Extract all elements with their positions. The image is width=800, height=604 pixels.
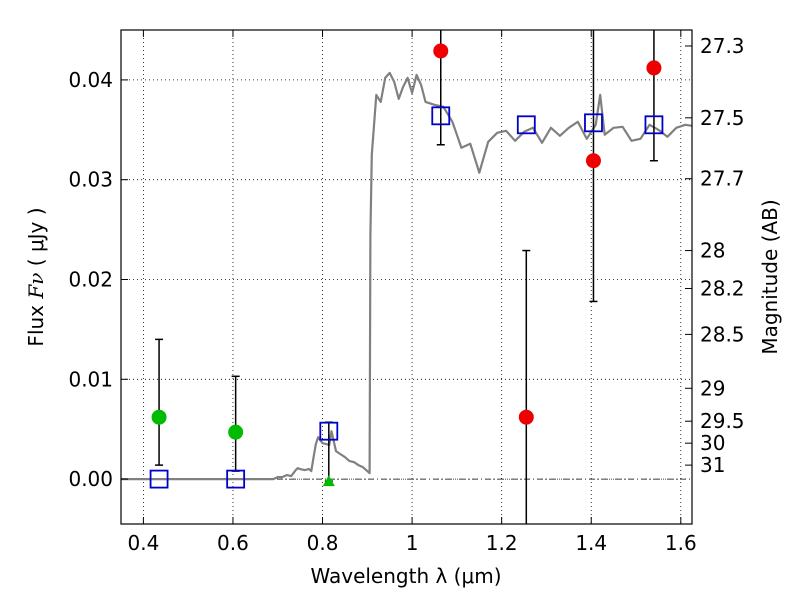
magnitude-tick-label: 31 [700,453,725,477]
x-tick-label: 1.4 [575,531,607,555]
magnitude-tick-label: 27.3 [700,34,745,58]
model-flux-marker [149,469,169,489]
x-tick-label: 0.8 [307,531,339,555]
magnitude-tick-label: 30 [700,431,725,455]
y-tick-label: 0.01 [68,367,113,391]
x-axis: 0.4 0.6 0.8 1 1.2 1.4 1.6 [127,30,697,555]
data-point [433,43,449,59]
data-point [646,60,662,76]
data-point [228,424,244,440]
y-axis: 0.00 0.01 0.02 0.03 0.04 [68,68,128,491]
magnitude-tick-label: 29.5 [700,409,745,433]
data-point [518,409,534,425]
x-axis-label: Wavelength λ (μm) [310,564,501,588]
magnitude-tick-label: 29 [700,376,725,400]
model-flux-marker [584,113,603,133]
model-flux-marker [644,115,664,135]
y-tick-label: 0.00 [68,467,113,491]
plot-frame [120,29,693,525]
x-tick-label: 1.2 [486,531,518,555]
model-flux-marker [431,106,451,126]
magnitude-tick-label: 28.2 [700,276,745,300]
markers-group [149,43,664,489]
x-tick-label: 1.6 [665,531,697,555]
magnitude-tick-label: 28.5 [700,322,745,346]
magnitude-tick-label: 27.5 [700,106,745,130]
x-tick-label: 1 [406,531,419,555]
y-tick-label: 0.03 [68,168,113,192]
y-tick-label: 0.04 [68,68,113,92]
upper-limit-marker [322,475,335,487]
y-axis-label-prefix: Flux [24,299,48,347]
model-flux-marker [516,115,536,135]
y-tick-label: 0.02 [68,267,113,291]
x-tick-label: 0.6 [217,531,249,555]
y-axis-label-var: Fν [24,273,48,300]
magnitude-tick-label: 27.7 [700,167,745,191]
model-flux-marker [319,421,339,441]
y-axis-label: Flux Fν ( μJy ) [24,207,48,346]
y-axis-label-suffix: ( μJy ) [24,207,48,272]
model-flux-marker [226,469,246,489]
magnitude-tick-label: 28 [700,239,725,263]
data-point [151,409,167,425]
x-tick-label: 0.4 [127,531,159,555]
data-point [585,153,601,169]
magnitude-axis-label: Magnitude (AB) [758,199,782,354]
